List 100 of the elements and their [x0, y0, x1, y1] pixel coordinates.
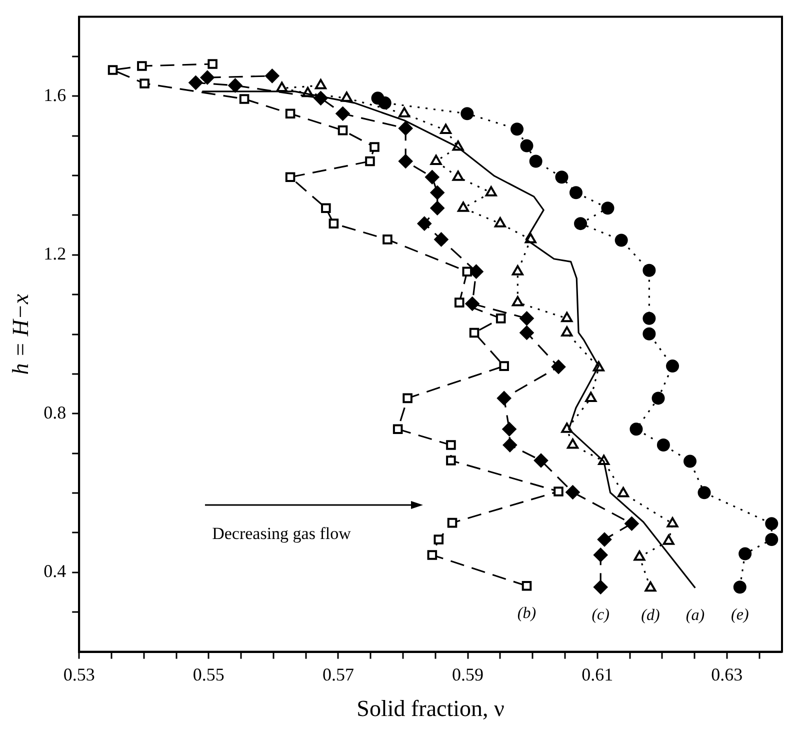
- point: [520, 311, 534, 326]
- point: [328, 218, 339, 228]
- point: [336, 106, 350, 121]
- point: [618, 486, 630, 498]
- x-tick-label: 0.61: [582, 664, 614, 684]
- point: [520, 139, 534, 152]
- point: [398, 154, 413, 168]
- x-axis-title: Solid fraction, ν: [356, 696, 504, 722]
- point: [499, 361, 509, 371]
- point: [465, 296, 480, 311]
- y-axis-title: h = H−x: [8, 293, 33, 375]
- x-tick-label: 0.55: [192, 664, 224, 684]
- point: [430, 154, 442, 166]
- point: [662, 534, 674, 545]
- point: [512, 296, 524, 306]
- point: [497, 391, 512, 406]
- point: [427, 550, 438, 560]
- point: [642, 327, 656, 340]
- point: [314, 78, 327, 90]
- point: [446, 456, 456, 466]
- point: [430, 201, 444, 216]
- point: [624, 516, 639, 531]
- point: [365, 156, 375, 166]
- point: [534, 454, 548, 468]
- point: [440, 124, 452, 134]
- point: [652, 392, 665, 405]
- point: [485, 186, 497, 196]
- series-label: (a): [686, 607, 705, 624]
- point: [585, 392, 597, 402]
- point: [642, 312, 656, 325]
- point: [382, 234, 392, 244]
- point: [228, 78, 242, 92]
- series-label: (c): [592, 606, 610, 624]
- point: [634, 550, 646, 561]
- y-tick-label: 0.8: [44, 402, 66, 422]
- point: [554, 486, 564, 496]
- point: [644, 581, 656, 592]
- point: [462, 266, 472, 276]
- point: [502, 422, 516, 436]
- point: [698, 486, 711, 500]
- point: [434, 232, 448, 246]
- point: [666, 517, 678, 528]
- point: [765, 532, 778, 546]
- point: [398, 107, 410, 118]
- point: [733, 580, 746, 594]
- point: [512, 265, 524, 276]
- point: [666, 360, 680, 373]
- point: [555, 170, 568, 184]
- point: [529, 154, 542, 168]
- point: [434, 534, 444, 544]
- point: [522, 581, 532, 591]
- point: [469, 328, 480, 338]
- point: [496, 314, 506, 324]
- point: [551, 360, 566, 374]
- point: [200, 70, 214, 85]
- point: [140, 78, 150, 88]
- point: [566, 438, 579, 449]
- point: [566, 485, 580, 500]
- point: [430, 186, 444, 200]
- point: [601, 202, 614, 215]
- point: [561, 326, 573, 336]
- point: [392, 424, 403, 434]
- point: [446, 440, 456, 450]
- series-label: (e): [731, 606, 749, 624]
- point: [265, 68, 280, 83]
- point: [402, 393, 412, 404]
- point: [460, 107, 474, 120]
- point: [417, 216, 432, 231]
- point: [502, 438, 517, 452]
- point: [398, 121, 413, 136]
- point: [597, 532, 612, 546]
- point: [239, 94, 250, 104]
- point: [520, 326, 534, 340]
- point: [630, 422, 643, 436]
- point: [569, 186, 582, 200]
- point: [614, 234, 628, 247]
- point: [454, 298, 464, 308]
- point: [137, 61, 147, 71]
- point: [510, 122, 524, 136]
- point: [371, 92, 384, 105]
- y-tick-label: 1.2: [44, 244, 66, 264]
- point: [594, 548, 608, 562]
- point: [447, 518, 458, 528]
- point: [594, 580, 608, 594]
- y-tick-label: 0.4: [44, 561, 66, 582]
- point: [285, 108, 296, 119]
- point: [208, 59, 218, 69]
- point: [684, 454, 697, 468]
- point: [108, 65, 118, 75]
- point: [338, 125, 348, 136]
- series-label: (b): [517, 605, 536, 622]
- x-tick-label: 0.59: [452, 664, 484, 684]
- point: [494, 217, 506, 228]
- point: [561, 312, 573, 322]
- point: [425, 170, 440, 184]
- point: [285, 172, 296, 182]
- point: [370, 142, 380, 152]
- point: [642, 264, 656, 277]
- point: [321, 203, 331, 213]
- y-tick-label: 1.6: [44, 84, 66, 105]
